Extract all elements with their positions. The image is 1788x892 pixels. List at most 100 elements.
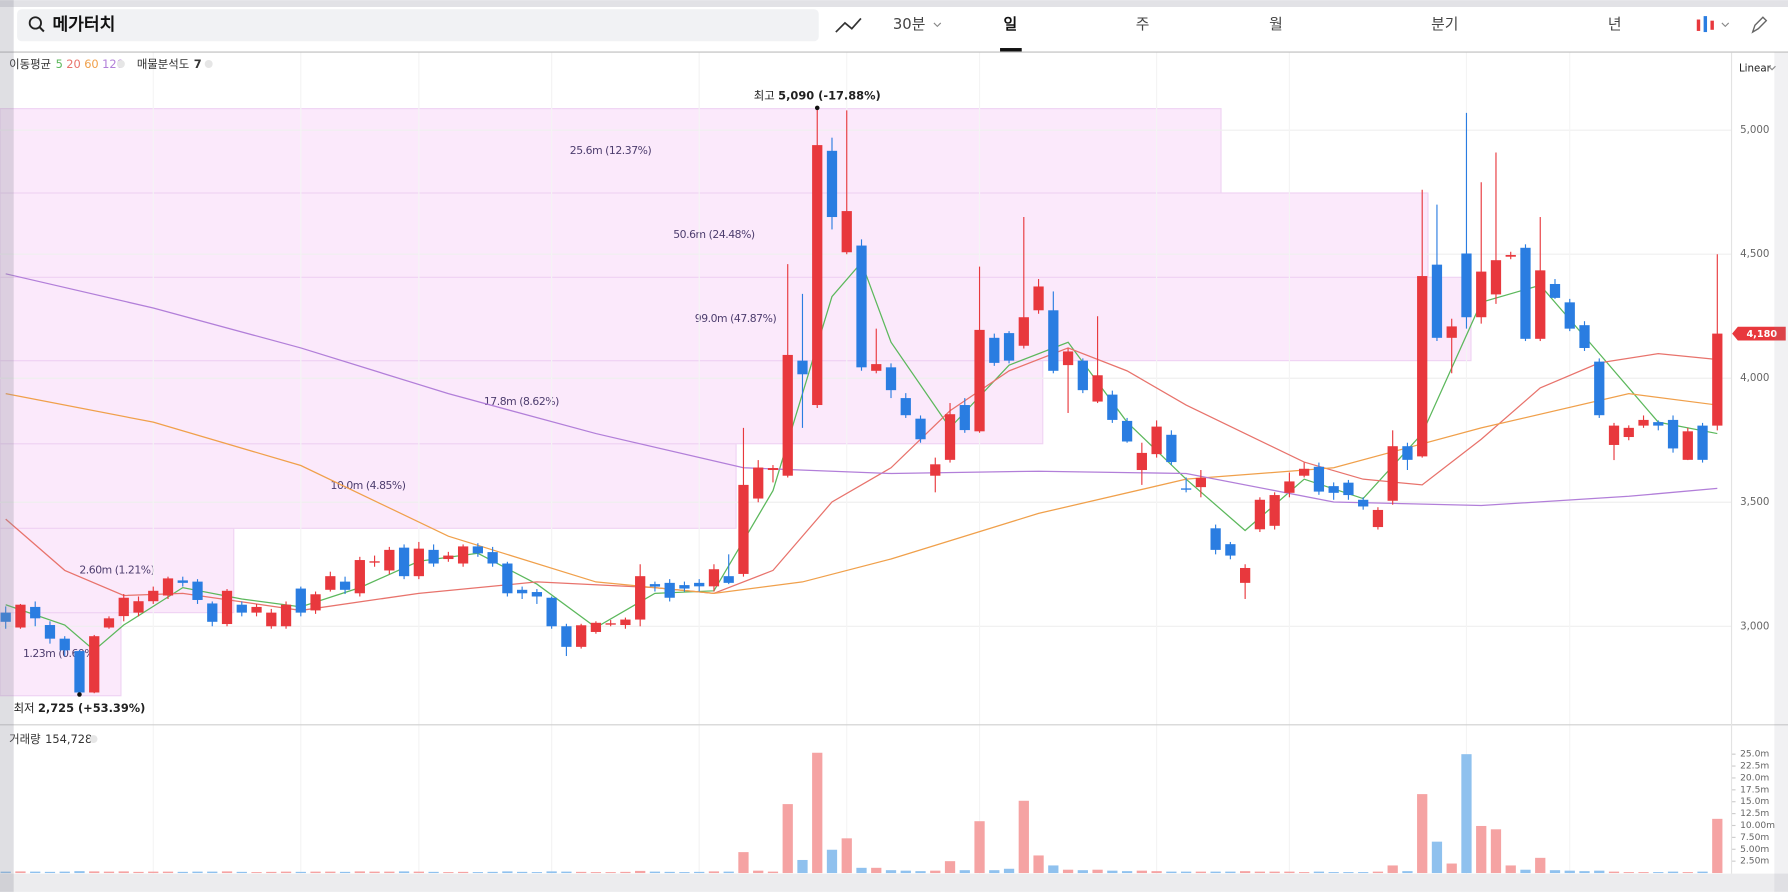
volume-bar	[989, 870, 1000, 874]
candle-body	[767, 468, 779, 471]
candle-body	[1358, 499, 1369, 507]
draw-tool-icon[interactable]	[835, 17, 862, 33]
y-tick-label: 3,500	[1740, 496, 1769, 508]
candle-body	[738, 484, 749, 574]
search-icon	[38, 26, 45, 33]
tab[interactable]: 주	[1136, 16, 1150, 33]
volume-bar	[398, 871, 410, 874]
candle-body	[266, 612, 277, 627]
volume-bar	[1623, 872, 1634, 874]
volume-bar	[856, 867, 867, 874]
candle-body	[1431, 264, 1443, 338]
candle-body	[1387, 446, 1398, 501]
candle-body	[280, 604, 292, 627]
tab[interactable]: 일	[1003, 16, 1017, 33]
volume-bar	[1210, 871, 1221, 874]
candle-body	[1446, 326, 1457, 338]
volume-tick-label: 12.5m	[1740, 809, 1769, 819]
volume-legend-value: 154,728	[45, 732, 92, 746]
volume-bar	[1107, 870, 1118, 874]
volume-bar	[1535, 857, 1546, 874]
tab[interactable]: 분기	[1431, 16, 1458, 33]
candle-body	[1299, 468, 1310, 476]
volume-bar	[1284, 871, 1295, 874]
profile-band	[0, 108, 1222, 194]
frame-left	[0, 0, 14, 892]
candle-body	[1402, 446, 1413, 460]
overlay-layer: 최고 5,090 (-17.88%) 최저 2,725 (+53.39%) 4,180 이…	[9, 56, 1786, 746]
date-axis-strip	[0, 873, 1788, 892]
candle-body	[192, 581, 203, 600]
candle-body	[325, 576, 336, 590]
search-text[interactable]: 메가터치	[52, 15, 115, 35]
candle-body	[989, 337, 1000, 363]
candle-body	[295, 588, 306, 613]
volume-tick-label: 10.00m	[1740, 821, 1775, 831]
interval-select[interactable]: 30분	[893, 16, 925, 33]
candle-body	[708, 569, 720, 587]
candle-body	[1372, 509, 1384, 528]
volume-bar	[1299, 872, 1310, 874]
candle-body	[30, 606, 41, 619]
volume-bar	[1549, 870, 1561, 874]
chart-type-icon[interactable]	[1696, 16, 1714, 33]
volume-bar	[531, 872, 543, 874]
pen-icon[interactable]	[1751, 16, 1768, 34]
frame-top	[0, 0, 1788, 7]
candle-body	[1210, 528, 1221, 550]
candle-body	[1417, 276, 1428, 457]
volume-tick-label: 22.5m	[1740, 762, 1769, 772]
volume-bar	[1240, 871, 1251, 874]
volume-tick-label: 17.5m	[1740, 785, 1769, 795]
volume-bar	[1136, 870, 1147, 874]
candle-body	[251, 606, 262, 613]
volume-bar	[472, 872, 483, 874]
tab[interactable]: 년	[1608, 16, 1622, 33]
volume-bar	[679, 872, 690, 874]
last-price-badge	[1732, 326, 1786, 341]
candle-body	[118, 597, 129, 617]
candle-body	[1151, 426, 1162, 455]
volume-bar	[590, 872, 602, 874]
volume-bar	[1033, 855, 1044, 874]
candle-body	[900, 398, 911, 416]
volume-bar	[1048, 865, 1059, 874]
volume-bar	[1490, 829, 1502, 874]
volume-bar	[1667, 871, 1679, 874]
candle-body	[590, 622, 602, 632]
volume-bar	[546, 871, 557, 874]
volume-bar	[428, 871, 439, 874]
icon-part	[1710, 20, 1714, 30]
candle-body	[1623, 427, 1634, 438]
volume-bar	[930, 870, 941, 874]
candle-body	[89, 636, 100, 693]
search-box[interactable]	[17, 9, 819, 42]
volume-bar	[236, 871, 247, 874]
scale-mode[interactable]: Linear	[1739, 63, 1772, 75]
candle-body	[1608, 425, 1620, 445]
candle-body	[649, 584, 661, 587]
volume-bar	[1594, 870, 1605, 874]
y-tick-label: 5,000	[1740, 124, 1769, 136]
candle-body	[1003, 333, 1015, 361]
tab[interactable]: 월	[1269, 16, 1283, 33]
volume-bar	[782, 804, 793, 874]
candle-body	[1579, 325, 1590, 348]
candle-body	[1107, 394, 1118, 420]
icon-part	[1696, 19, 1701, 31]
candle-body	[1505, 254, 1516, 257]
volume-bar	[1358, 872, 1369, 874]
candle-body	[1240, 567, 1251, 583]
volume-bar	[1387, 865, 1398, 874]
candle-body	[1136, 452, 1147, 471]
candle-body	[1180, 488, 1192, 490]
volume-bar	[517, 871, 528, 874]
volume-legend: 거래량 154,728	[9, 732, 92, 746]
candle-body	[576, 625, 587, 647]
volume-bar	[738, 852, 749, 874]
profile-label: 25.6m (12.37%)	[570, 144, 652, 157]
candle-body	[1564, 302, 1575, 329]
volume-bar	[1564, 870, 1575, 874]
chevron	[933, 22, 942, 28]
